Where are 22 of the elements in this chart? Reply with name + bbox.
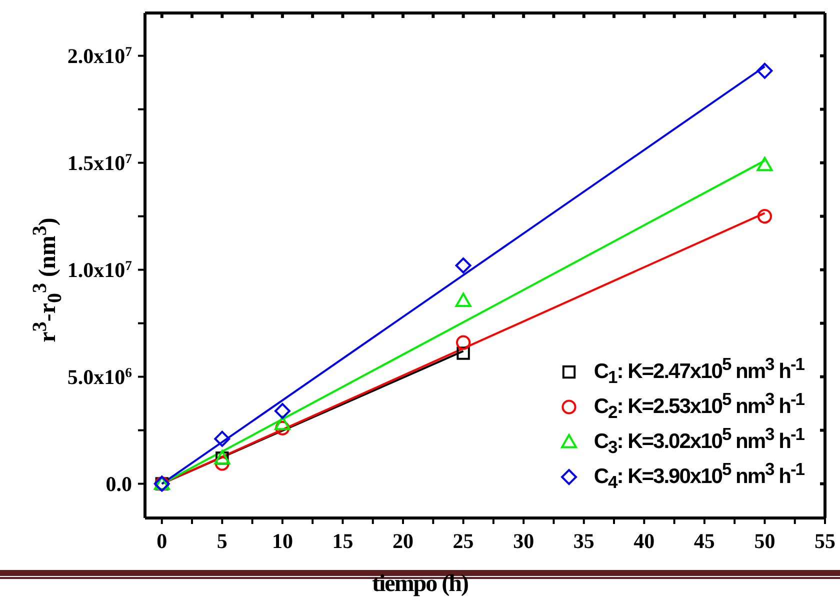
y-tick-label: 1.0x10$^{7}$ [67,257,132,282]
x-tick-label: 20 [392,529,414,553]
x-tick-label: 50 [754,529,776,553]
x-tick-label: 55 [814,529,836,553]
x-tick-label: 45 [694,529,715,553]
x-tick-label: 30 [513,529,534,553]
x-axis-title: tiempo (h) [371,571,469,598]
legend-label: C$_{3}$: K=3.02x10$^{5}$ nm$^{3}$ h$^{-1}$ [594,424,804,459]
legend-label: C$_{1}$: K=2.47x10$^{5}$ nm$^{3}$ h$^{-1}$ [594,354,804,389]
legend-label: C$_{2}$: K=2.53x10$^{5}$ nm$^{3}$ h$^{-1}$ [594,389,804,424]
x-tick-label: 10 [272,529,293,553]
y-tick-label: 1.5x10$^{7}$ [67,150,132,175]
y-tick-label: 5.0x10$^{6}$ [67,364,132,389]
x-tick-label: 35 [573,529,594,553]
x-tick-label: 15 [332,529,354,553]
x-tick-label: 25 [452,529,474,553]
y-tick-label: 2.0x10$^{7}$ [67,43,132,68]
x-tick-label: 40 [634,529,655,553]
x-tick-label: 0 [156,529,168,553]
legend-label: C$_{4}$: K=3.90x10$^{5}$ nm$^{3}$ h$^{-1}$ [594,459,804,494]
y-tick-label: 0.0 [106,472,132,496]
x-tick-label: 5 [216,529,228,553]
